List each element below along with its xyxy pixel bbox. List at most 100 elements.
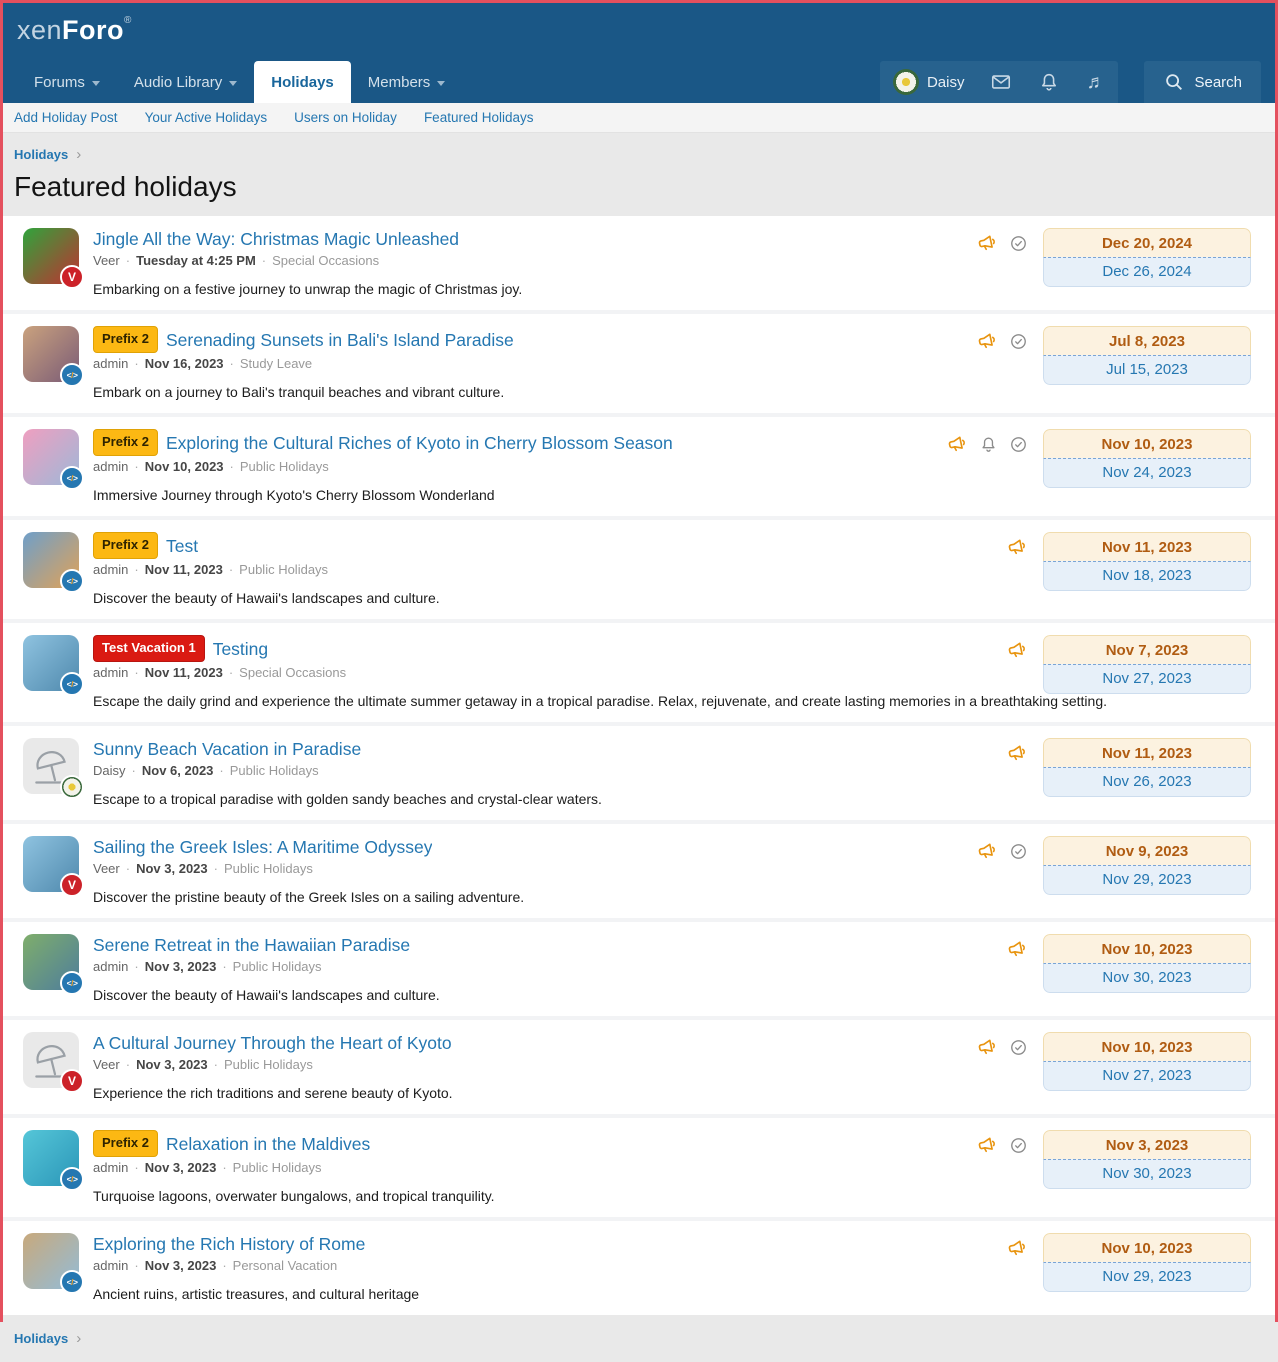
subnav-link-add-holiday-post[interactable]: Add Holiday Post (14, 110, 118, 125)
date-range-badge: Nov 3, 2023 Nov 30, 2023 (1043, 1130, 1251, 1189)
holiday-item: < / > Prefix 2 Exploring the Cultural Rich… (3, 417, 1275, 516)
prefix-badge[interactable]: Prefix 2 (93, 429, 158, 456)
holiday-avatar[interactable]: V (23, 836, 84, 897)
holiday-title-link[interactable]: Sailing the Greek Isles: A Maritime Odys… (93, 837, 433, 857)
holiday-title-link[interactable]: Serenading Sunsets in Bali's Island Para… (165, 329, 514, 350)
tab-members[interactable]: Members (351, 61, 463, 103)
holiday-avatar[interactable]: < / > (23, 934, 84, 995)
holiday-item: V Jingle All the Way: Christmas Magic Un… (3, 216, 1275, 310)
author-link[interactable]: Daisy (93, 763, 126, 778)
post-date-link[interactable]: Nov 3, 2023 (136, 1057, 208, 1072)
holiday-body: Prefix 2 Relaxation in the Maldives admi… (93, 1130, 1025, 1205)
author-link[interactable]: Veer (93, 861, 120, 876)
holiday-meta: Daisy · Nov 6, 2023 · Public Holidays (93, 763, 319, 778)
author-link[interactable]: admin (93, 959, 129, 974)
holiday-avatar[interactable]: < / > (23, 1233, 84, 1294)
author-link[interactable]: Veer (93, 1057, 120, 1072)
holiday-avatar[interactable] (23, 738, 84, 799)
holiday-item: V Sailing the Greek Isles: A Maritime Od… (3, 824, 1275, 918)
xenforo-logo[interactable]: xenForo® (17, 15, 132, 46)
conversations-button[interactable] (977, 61, 1025, 103)
megaphone-icon (978, 1039, 995, 1055)
author-link[interactable]: Veer (93, 253, 120, 268)
holiday-avatar[interactable]: < / > (23, 429, 84, 490)
start-date: Nov 7, 2023 (1043, 635, 1251, 664)
tab-holidays[interactable]: Holidays (254, 61, 351, 103)
start-date: Jul 8, 2023 (1043, 326, 1251, 355)
post-date-link[interactable]: Nov 3, 2023 (136, 861, 208, 876)
xenforo-badge-icon: < / > (60, 363, 84, 387)
user-badge-v-icon: V (60, 265, 84, 289)
megaphone-icon (978, 1137, 995, 1153)
holiday-item: < / > Prefix 2 Relaxation in the Maldives … (3, 1118, 1275, 1217)
xenforo-badge-icon: < / > (60, 971, 84, 995)
holiday-body: Jingle All the Way: Christmas Magic Unle… (93, 228, 1025, 298)
megaphone-icon (978, 235, 995, 251)
right-column: Nov 7, 2023 Nov 27, 2023 (1006, 635, 1251, 694)
main-nav: Forums Audio Library Holidays Members Da… (17, 61, 1261, 103)
account-menu[interactable]: Daisy (880, 61, 978, 103)
category-label: Public Holidays (232, 959, 322, 974)
breadcrumb-link-holidays[interactable]: Holidays (14, 1331, 69, 1346)
holiday-title-link[interactable]: A Cultural Journey Through the Heart of … (93, 1033, 452, 1053)
end-date: Nov 18, 2023 (1043, 561, 1251, 591)
subnav-link-users-on-holiday[interactable]: Users on Holiday (294, 110, 397, 125)
holiday-avatar[interactable]: < / > (23, 635, 84, 696)
end-date: Nov 30, 2023 (1043, 1159, 1251, 1189)
date-range-badge: Nov 11, 2023 Nov 26, 2023 (1043, 738, 1251, 797)
author-link[interactable]: admin (93, 356, 129, 371)
megaphone-icon (948, 436, 965, 452)
author-link[interactable]: admin (93, 1258, 129, 1273)
holiday-avatar[interactable]: < / > (23, 326, 84, 387)
alerts-button[interactable] (1025, 61, 1073, 103)
prefix-badge[interactable]: Test Vacation 1 (93, 635, 205, 662)
subnav-link-your-active-holidays[interactable]: Your Active Holidays (144, 110, 268, 125)
holiday-meta: Veer · Nov 3, 2023 · Public Holidays (93, 861, 313, 876)
author-link[interactable]: admin (93, 1160, 129, 1175)
tab-audio-library[interactable]: Audio Library (117, 61, 254, 103)
holiday-item: < / > Prefix 2 Serenading Sunsets in Bali'… (3, 314, 1275, 413)
holiday-title-link[interactable]: Jingle All the Way: Christmas Magic Unle… (93, 229, 460, 249)
tab-forums[interactable]: Forums (17, 61, 117, 103)
post-date-link[interactable]: Nov 10, 2023 (144, 459, 224, 474)
holiday-avatar[interactable]: V (23, 1032, 84, 1093)
breadcrumb-link-holidays[interactable]: Holidays (14, 147, 69, 162)
post-date-link[interactable]: Nov 11, 2023 (144, 665, 223, 680)
end-date: Nov 26, 2023 (1043, 767, 1251, 797)
author-link[interactable]: admin (93, 459, 129, 474)
search-button[interactable]: Search (1144, 61, 1261, 103)
subnav-link-featured-holidays[interactable]: Featured Holidays (423, 110, 534, 125)
post-date-link[interactable]: Nov 3, 2023 (144, 959, 217, 974)
audio-player-button[interactable]: ♬ (1073, 61, 1118, 103)
xenforo-badge-icon: < / > (60, 672, 84, 696)
author-link[interactable]: admin (93, 665, 129, 680)
prefix-badge[interactable]: Prefix 2 (93, 326, 158, 353)
holiday-title-link[interactable]: Testing (212, 638, 269, 659)
category-label: Special Occasions (272, 253, 380, 268)
holiday-title-link[interactable]: Relaxation in the Maldives (165, 1133, 371, 1154)
post-date-link[interactable]: Tuesday at 4:25 PM (136, 253, 256, 268)
post-date-link[interactable]: Nov 11, 2023 (144, 562, 223, 577)
post-date-link[interactable]: Nov 6, 2023 (141, 763, 214, 778)
holiday-title-link[interactable]: Test (165, 535, 199, 556)
holiday-title-link[interactable]: Serene Retreat in the Hawaiian Paradise (93, 935, 411, 955)
holiday-title-link[interactable]: Exploring the Rich History of Rome (93, 1234, 366, 1254)
holiday-avatar[interactable]: < / > (23, 1130, 84, 1191)
post-date-link[interactable]: Nov 3, 2023 (144, 1258, 217, 1273)
prefix-badge[interactable]: Prefix 2 (93, 532, 158, 559)
post-date-link[interactable]: Nov 16, 2023 (144, 356, 224, 371)
holiday-meta: Veer · Tuesday at 4:25 PM · Special Occa… (93, 253, 380, 268)
holiday-title-link[interactable]: Exploring the Cultural Riches of Kyoto i… (165, 432, 673, 453)
holiday-avatar[interactable]: < / > (23, 532, 84, 593)
author-link[interactable]: admin (93, 562, 129, 577)
visitor-tabs: Daisy ♬ (879, 61, 1119, 103)
start-date: Nov 9, 2023 (1043, 836, 1251, 865)
post-date-link[interactable]: Nov 3, 2023 (144, 1160, 217, 1175)
holiday-title-link[interactable]: Sunny Beach Vacation in Paradise (93, 739, 362, 759)
holiday-body: Prefix 2 Serenading Sunsets in Bali's Is… (93, 326, 1025, 401)
holiday-avatar[interactable]: V (23, 228, 84, 289)
prefix-badge[interactable]: Prefix 2 (93, 1130, 158, 1157)
megaphone-icon (1008, 539, 1025, 555)
check-circle-icon (1011, 436, 1026, 452)
